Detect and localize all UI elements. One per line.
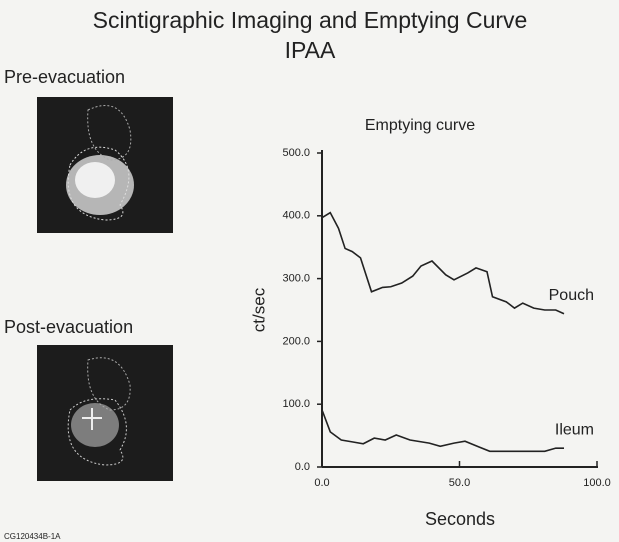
y-tick-label: 200.0 xyxy=(282,335,310,347)
series-label: Pouch xyxy=(549,287,594,304)
x-tick-label: 100.0 xyxy=(583,477,611,489)
series-label: Ileum xyxy=(555,421,594,438)
scan-image xyxy=(37,345,173,481)
chart-title: Emptying curve xyxy=(365,117,475,134)
figure: Scintigraphic Imaging and Emptying Curve… xyxy=(0,0,619,542)
x-tick-label: 50.0 xyxy=(449,477,470,489)
page: Scintigraphic Imaging and Emptying Curve… xyxy=(0,0,619,542)
y-tick-label: 100.0 xyxy=(282,398,310,410)
y-tick-label: 500.0 xyxy=(282,147,310,159)
y-tick-label: 300.0 xyxy=(282,273,310,285)
figure-subtitle: IPAA xyxy=(285,37,336,63)
panel-label: Pre-evacuation xyxy=(4,67,125,87)
y-axis-label: ct/sec xyxy=(249,287,268,332)
panel-label: Post-evacuation xyxy=(4,317,133,337)
scan-image xyxy=(37,97,173,233)
series-line xyxy=(322,410,564,451)
series-line xyxy=(322,213,564,314)
x-tick-label: 0.0 xyxy=(314,477,329,489)
footer-code: CG120434B-1A xyxy=(4,532,61,541)
y-tick-label: 0.0 xyxy=(295,461,310,473)
figure-title: Scintigraphic Imaging and Emptying Curve xyxy=(93,7,528,33)
x-axis-label: Seconds xyxy=(425,509,495,529)
y-tick-label: 400.0 xyxy=(282,210,310,222)
